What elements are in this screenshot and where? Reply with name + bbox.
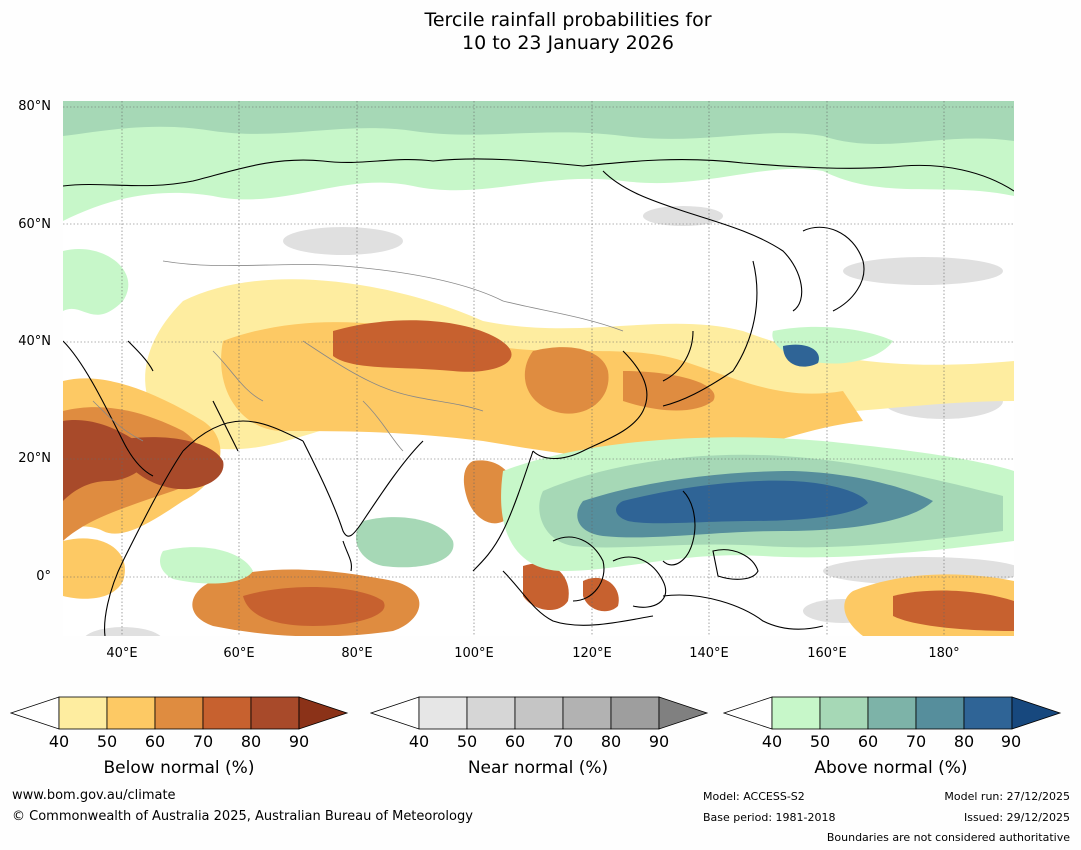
above-tick-70: 70 bbox=[905, 732, 927, 751]
above-normal-arctic-region bbox=[63, 101, 1014, 315]
near-tick-80: 80 bbox=[600, 732, 622, 751]
lon-label-140e: 140°E bbox=[689, 646, 729, 661]
lon-label-60e: 60°E bbox=[223, 646, 255, 661]
colorbar-near-normal-swatches bbox=[370, 696, 709, 730]
lon-label-160e: 160°E bbox=[807, 646, 847, 661]
coastlines bbox=[63, 158, 1014, 636]
lon-label-120e: 120°E bbox=[572, 646, 612, 661]
near-tick-60: 60 bbox=[504, 732, 526, 751]
below-tick-90: 90 bbox=[288, 732, 310, 751]
near-tick-40: 40 bbox=[408, 732, 430, 751]
colorbar-above-normal-swatches bbox=[723, 696, 1062, 730]
colorbar-below-normal-segment-1 bbox=[58, 696, 108, 730]
below-tick-60: 60 bbox=[144, 732, 166, 751]
base-period: Base period: 1981-2018 bbox=[703, 811, 836, 824]
graticule bbox=[63, 101, 1014, 636]
lon-label-100e: 100°E bbox=[454, 646, 494, 661]
above-normal-tropical-regions bbox=[160, 326, 1014, 584]
title-line-2: 10 to 23 January 2026 bbox=[462, 32, 674, 54]
below-tick-50: 50 bbox=[96, 732, 118, 751]
colorbar-above-normal-segment-5 bbox=[963, 696, 1013, 730]
colorbar-above-normal-segment-6 bbox=[1011, 696, 1062, 730]
colorbar-below-normal-segment-3 bbox=[154, 696, 204, 730]
model-name: Model: ACCESS-S2 bbox=[703, 790, 805, 803]
colorbar-near-normal-segment-0 bbox=[370, 696, 420, 730]
colorbar-below-normal-segment-2 bbox=[106, 696, 156, 730]
near-tick-90: 90 bbox=[648, 732, 670, 751]
lat-label-60n: 60°N bbox=[18, 217, 51, 232]
below-normal-title: Below normal (%) bbox=[103, 758, 255, 778]
colorbar-above-normal-segment-2 bbox=[819, 696, 869, 730]
lat-label-20n: 20°N bbox=[18, 451, 51, 466]
colorbar-above-normal-segment-4 bbox=[915, 696, 965, 730]
issued-date: Issued: 29/12/2025 bbox=[963, 811, 1070, 824]
colorbar-near-normal-segment-1 bbox=[418, 696, 468, 730]
near-tick-50: 50 bbox=[456, 732, 478, 751]
above-tick-90: 90 bbox=[1000, 732, 1022, 751]
colorbar-above-normal-segment-0 bbox=[723, 696, 773, 730]
colorbar-near-normal-segment-4 bbox=[562, 696, 612, 730]
colorbar-near-normal bbox=[370, 696, 710, 732]
lon-label-40e: 40°E bbox=[106, 646, 138, 661]
colorbar-above-normal-segment-3 bbox=[867, 696, 917, 730]
colorbar-near-normal-segment-6 bbox=[658, 696, 709, 730]
near-normal-title: Near normal (%) bbox=[467, 758, 609, 778]
above-tick-80: 80 bbox=[953, 732, 975, 751]
colorbar-near-normal-segment-5 bbox=[610, 696, 660, 730]
lat-label-0: 0° bbox=[36, 569, 51, 584]
colorbar-below-normal-segment-5 bbox=[250, 696, 300, 730]
colorbar-above-normal bbox=[723, 696, 1063, 732]
lon-label-80e: 80°E bbox=[341, 646, 373, 661]
boundaries-disclaimer: Boundaries are not considered authoritat… bbox=[826, 831, 1070, 844]
above-normal-title: Above normal (%) bbox=[814, 758, 968, 778]
copyright-text: © Commonwealth of Australia 2025, Austra… bbox=[12, 809, 473, 824]
model-run-date: Model run: 27/12/2025 bbox=[944, 790, 1070, 803]
near-tick-70: 70 bbox=[552, 732, 574, 751]
below-tick-80: 80 bbox=[240, 732, 262, 751]
above-tick-60: 60 bbox=[857, 732, 879, 751]
lat-label-80n: 80°N bbox=[18, 99, 51, 114]
colorbar-below-normal-segment-0 bbox=[10, 696, 60, 730]
colorbar-near-normal-segment-3 bbox=[514, 696, 564, 730]
rainfall-probability-map bbox=[63, 101, 1014, 636]
lon-label-180: 180° bbox=[928, 646, 960, 661]
colorbar-below-normal-segment-4 bbox=[202, 696, 252, 730]
colorbar-near-normal-segment-2 bbox=[466, 696, 516, 730]
colorbar-above-normal-segment-1 bbox=[771, 696, 821, 730]
colorbar-below-normal bbox=[10, 696, 350, 732]
below-tick-40: 40 bbox=[48, 732, 70, 751]
colorbar-below-normal-segment-6 bbox=[298, 696, 349, 730]
country-borders bbox=[92, 260, 624, 452]
above-tick-40: 40 bbox=[761, 732, 783, 751]
colorbar-below-normal-swatches bbox=[10, 696, 349, 730]
lat-label-40n: 40°N bbox=[18, 334, 51, 349]
title-line-1: Tercile rainfall probabilities for bbox=[424, 9, 712, 31]
website-link[interactable]: www.bom.gov.au/climate bbox=[12, 788, 176, 803]
above-tick-50: 50 bbox=[809, 732, 831, 751]
below-tick-70: 70 bbox=[192, 732, 214, 751]
map-canvas bbox=[63, 101, 1014, 636]
map-title: Tercile rainfall probabilities for 10 to… bbox=[0, 9, 1081, 55]
